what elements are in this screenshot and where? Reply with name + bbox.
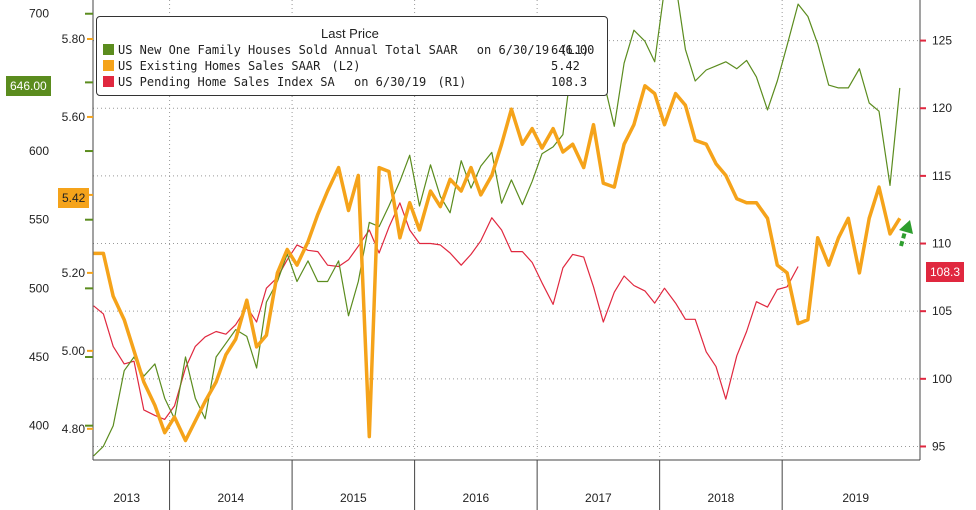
y-tick-label-l2: 5.60: [62, 110, 86, 124]
legend-value-new-homes: 646.00: [551, 43, 595, 57]
legend-axis-new-homes: (L1): [560, 43, 590, 57]
series-line-new-homes: [93, 0, 901, 457]
y-tick-label-l2: 4.80: [62, 422, 86, 436]
x-tick-label: 2018: [708, 491, 735, 505]
y-tick-label-l1: 450: [29, 350, 49, 364]
y-tick-label-r1: 110: [932, 237, 951, 251]
y-tick-label-r1: 100: [932, 372, 952, 386]
legend-swatch-pending-homes: [103, 76, 114, 87]
last-value-tag-new-homes: 646.00: [6, 76, 51, 96]
y-tick-label-r1: 125: [932, 34, 952, 48]
legend-box: Last Price US New One Family Houses Sold…: [96, 16, 608, 96]
y-tick-label-l1: 500: [29, 281, 49, 295]
y-tick-label-r1: 105: [932, 304, 952, 318]
x-tick-label: 2013: [113, 491, 140, 505]
series-lines: [93, 0, 902, 457]
annotations: [899, 220, 913, 247]
y-tick-label-r1: 95: [932, 439, 946, 453]
legend-entry-new-homes: US New One Family Houses Sold Annual Tot…: [103, 42, 589, 58]
x-tick-label: 2015: [340, 491, 367, 505]
y-tick-label-r1: 120: [932, 101, 952, 115]
legend-axis-pending-homes: (R1): [437, 75, 467, 89]
last-value-tag-pending-homes: 108.3: [926, 262, 965, 282]
x-tick-label: 2016: [463, 491, 490, 505]
y-tick-label-r1: 115: [932, 169, 951, 183]
legend-swatch-existing-homes: [103, 60, 114, 71]
legend-label-new-homes: US New One Family Houses Sold Annual Tot…: [118, 43, 458, 57]
legend-info-pending-homes: on 6/30/19: [353, 75, 427, 89]
x-tick-label: 2014: [217, 491, 244, 505]
legend-entry-existing-homes: US Existing Homes Sales SAAR (L2): [103, 58, 360, 74]
last-value-tag-existing-homes: 5.42: [58, 188, 90, 208]
y-tick-label-l1: 700: [29, 7, 49, 21]
legend-entry-pending-homes: US Pending Home Sales Index SA on 6/30/1…: [103, 74, 466, 90]
x-tick-label: 2019: [842, 491, 869, 505]
trend-arrow-shaft: [899, 227, 908, 247]
y-tick-label-l2: 5.80: [62, 32, 86, 46]
y-tick-label-l2: 5.20: [62, 266, 86, 280]
series-line-existing-homes: [93, 84, 902, 443]
x-tick-label: 2017: [585, 491, 612, 505]
series-line-pending-homes: [93, 202, 799, 420]
y-tick-label-l1: 550: [29, 213, 49, 227]
legend-value-existing-homes: 5.42: [551, 59, 580, 73]
legend-title: Last Price: [321, 26, 379, 41]
legend-label-existing-homes: US Existing Homes Sales SAAR: [118, 59, 321, 73]
trend-arrow-head: [899, 220, 913, 234]
legend-info-new-homes: on 6/30/19: [476, 43, 550, 57]
y-tick-label-l1: 600: [29, 144, 49, 158]
legend-value-pending-homes: 108.3: [551, 75, 588, 89]
legend-axis-existing-homes: (L2): [331, 59, 361, 73]
legend-swatch-new-homes: [103, 44, 114, 55]
y-tick-label-l1: 400: [29, 419, 49, 433]
legend-label-pending-homes: US Pending Home Sales Index SA: [118, 75, 335, 89]
y-tick-label-l2: 5.00: [62, 344, 86, 358]
